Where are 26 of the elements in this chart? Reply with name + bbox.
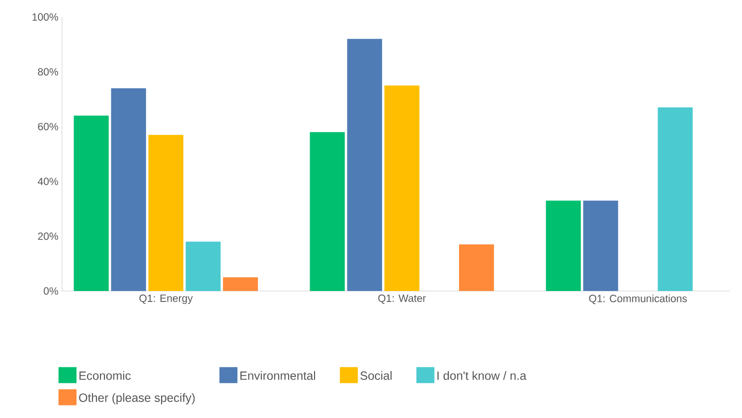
y-tick-label: 0% xyxy=(44,287,58,295)
y-tick-label: 80% xyxy=(38,68,58,76)
x-tick-label: Q1: Water xyxy=(378,294,426,304)
bar xyxy=(459,244,494,291)
x-tick-label: Q1: Communications xyxy=(589,294,687,304)
y-tick-label: 60% xyxy=(38,122,58,130)
y-tick-label: 40% xyxy=(38,178,58,186)
bar xyxy=(222,277,258,291)
legend-label: Social xyxy=(360,371,392,380)
x-tick-label: Q1: Energy xyxy=(139,294,193,304)
bar xyxy=(111,88,146,291)
y-tick-label: 20% xyxy=(38,232,58,240)
bar xyxy=(658,107,693,291)
bar xyxy=(148,134,184,291)
legend-label: Economic xyxy=(79,371,131,380)
bar xyxy=(186,242,221,291)
bar xyxy=(74,116,109,291)
bar xyxy=(384,85,420,291)
bar xyxy=(546,200,581,291)
y-tick-label: 100% xyxy=(32,13,58,21)
bar xyxy=(310,132,345,291)
bar xyxy=(583,200,618,291)
legend-label: Other (please specify) xyxy=(79,393,195,404)
legend-label: I don't know / n.a xyxy=(437,371,526,380)
bar xyxy=(347,38,382,291)
legend-label: Environmental xyxy=(240,371,316,380)
